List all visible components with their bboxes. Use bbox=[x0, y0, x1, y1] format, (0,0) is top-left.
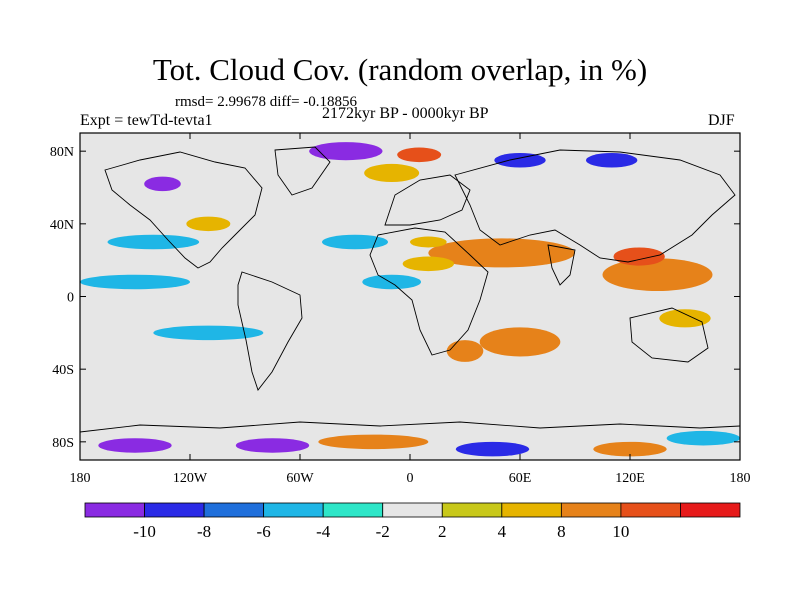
colorbar-swatch bbox=[441, 502, 503, 518]
anomaly-patch bbox=[80, 274, 190, 290]
anomaly-patch bbox=[593, 441, 667, 457]
colorbar-label: -4 bbox=[316, 522, 331, 541]
colorbar-label: -8 bbox=[197, 522, 211, 541]
anomaly-patch bbox=[455, 441, 530, 457]
anomaly-patch bbox=[318, 434, 429, 450]
colorbar-swatch bbox=[322, 502, 384, 518]
lon-axis: 180 120W 60W 0 60E 120E 180 bbox=[70, 133, 751, 486]
lon-tick-label: 120E bbox=[615, 471, 645, 486]
season-label: DJF bbox=[708, 112, 735, 129]
anomaly-patch bbox=[144, 176, 181, 192]
colorbar-swatch bbox=[620, 502, 681, 518]
anomaly-patch bbox=[602, 258, 713, 292]
colorbar-label: -6 bbox=[257, 522, 271, 541]
anomaly-patch bbox=[494, 152, 546, 168]
anomaly-patch bbox=[666, 430, 740, 446]
colorbar-swatch bbox=[501, 502, 562, 518]
anomaly-patch bbox=[450, 301, 517, 321]
colorbar-label: -2 bbox=[376, 522, 390, 541]
map-title: Tot. Cloud Cov. (random overlap, in %) bbox=[152, 52, 648, 87]
lat-tick-label: 40N bbox=[50, 218, 74, 233]
anomaly-patch bbox=[613, 247, 665, 266]
lon-tick-label: 180 bbox=[730, 471, 751, 486]
colorbar-label: 4 bbox=[498, 522, 507, 541]
colorbar-swatch bbox=[203, 502, 265, 518]
lon-tick-label: 60W bbox=[286, 471, 314, 486]
lat-tick-label: 80S bbox=[52, 436, 74, 451]
period-label: 2172kyr BP - 0000kyr BP bbox=[322, 105, 489, 122]
anomaly-layer bbox=[80, 142, 740, 457]
anomaly-patch bbox=[446, 340, 484, 362]
anomaly-patch bbox=[479, 327, 561, 357]
anomaly-patch bbox=[428, 238, 575, 268]
colorbar-label: -10 bbox=[133, 522, 156, 541]
anomaly-patch bbox=[468, 263, 557, 286]
lon-tick-label: 120W bbox=[173, 471, 208, 486]
lon-tick-label: 60E bbox=[509, 471, 532, 486]
map-background bbox=[80, 133, 740, 460]
anomaly-patch bbox=[235, 438, 310, 453]
lat-tick-label: 40S bbox=[52, 363, 74, 378]
lon-tick-label: 180 bbox=[70, 471, 91, 486]
anomaly-patch bbox=[364, 163, 420, 183]
colorbar-swatch bbox=[84, 502, 145, 518]
colorbar-swatch bbox=[144, 502, 205, 518]
colorbar-label: 8 bbox=[557, 522, 566, 541]
experiment-label: Expt = tewTd-tevta1 bbox=[80, 112, 213, 129]
colorbar: -10 -8 -6 -4 -2 2 4 8 10 bbox=[84, 502, 741, 541]
anomaly-patch bbox=[322, 234, 388, 250]
anomaly-patch bbox=[586, 152, 638, 168]
anomaly-patch bbox=[107, 234, 200, 250]
anomaly-patch bbox=[153, 325, 264, 341]
anomaly-patch bbox=[402, 256, 455, 272]
colorbar-swatch bbox=[680, 502, 741, 518]
lat-axis: 80N 40N 0 40S 80S bbox=[50, 145, 740, 451]
lon-tick-label: 0 bbox=[407, 471, 414, 486]
colorbar-swatch bbox=[382, 502, 443, 518]
colorbar-label: 10 bbox=[612, 522, 629, 541]
anomaly-patch bbox=[98, 438, 172, 453]
anomaly-patch bbox=[397, 147, 442, 163]
lat-tick-label: 80N bbox=[50, 145, 74, 160]
anomaly-patch bbox=[659, 309, 711, 328]
coastlines bbox=[80, 146, 740, 433]
anomaly-patch bbox=[186, 216, 231, 232]
stats-line: rmsd= 2.99678 diff= -0.18856 bbox=[175, 94, 358, 110]
colorbar-swatch bbox=[560, 502, 622, 518]
anomaly-patch bbox=[309, 142, 383, 161]
colorbar-swatch bbox=[263, 502, 324, 518]
anomaly-patch bbox=[362, 274, 421, 290]
lat-tick-label: 0 bbox=[67, 291, 74, 306]
anomaly-patch bbox=[410, 236, 447, 248]
colorbar-label: 2 bbox=[438, 522, 447, 541]
map-panel bbox=[79, 132, 741, 461]
